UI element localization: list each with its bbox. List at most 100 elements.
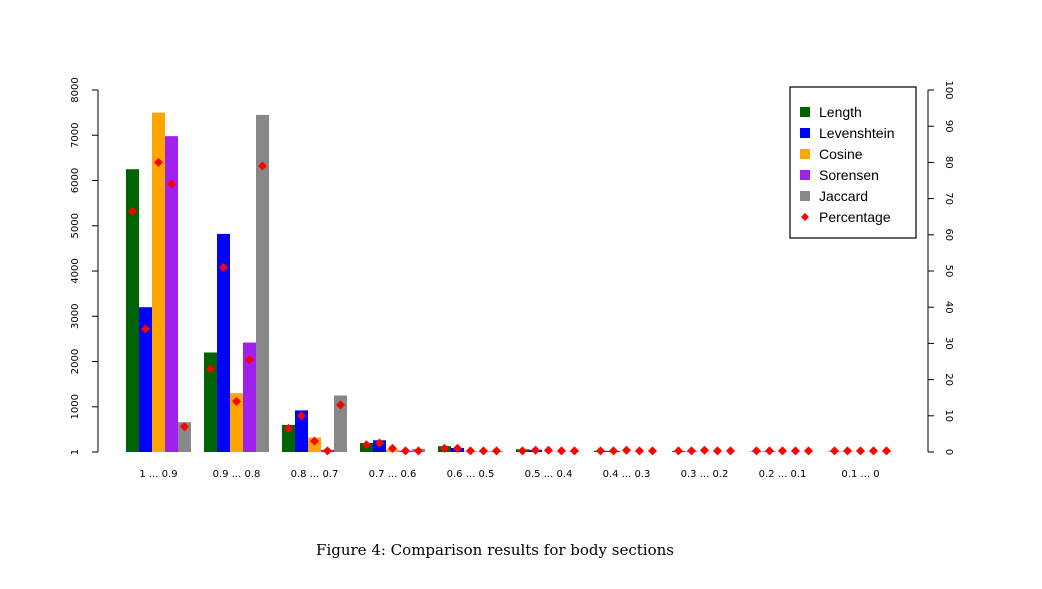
percentage-point xyxy=(869,446,878,456)
right-y-axis: 0 10 20 30 40 50 60 70 80 90 100 xyxy=(927,80,954,455)
x-axis-labels: 1 ... 0.9 0.9 ... 0.8 0.8 ... 0.7 0.7 ... 0… xyxy=(139,469,879,480)
percentage-point xyxy=(219,262,228,272)
left-tick-label: 2000 xyxy=(70,349,81,374)
percentage-point xyxy=(830,446,839,456)
legend-label: Length xyxy=(819,104,862,120)
right-tick-label: 50 xyxy=(943,265,954,278)
percentage-point xyxy=(648,446,657,456)
percentage-point xyxy=(206,364,215,374)
bar xyxy=(152,112,165,452)
legend-label: Levenshtein xyxy=(819,125,895,141)
percentage-point xyxy=(518,446,527,456)
bar xyxy=(165,136,178,452)
right-tick-label: 100 xyxy=(943,80,954,99)
percentage-point xyxy=(765,446,774,456)
x-category-label: 0.8 ... 0.7 xyxy=(291,469,339,480)
legend-label: Percentage xyxy=(819,209,891,225)
left-tick-label: 1000 xyxy=(70,394,81,419)
percentage-point xyxy=(687,446,696,456)
legend-label: Cosine xyxy=(819,146,863,162)
percentage-point xyxy=(310,436,319,446)
percentage-point xyxy=(713,446,722,456)
right-tick-label: 40 xyxy=(943,301,954,314)
legend-swatch xyxy=(800,149,810,159)
percentage-point xyxy=(466,446,475,456)
left-tick-label: 4000 xyxy=(70,258,81,283)
percentage-point xyxy=(544,445,553,455)
bar xyxy=(204,352,217,452)
x-category-label: 0.9 ... 0.8 xyxy=(213,469,261,480)
legend-swatch xyxy=(800,128,810,138)
x-category-label: 0.5 ... 0.4 xyxy=(525,469,573,480)
percentage-point xyxy=(284,423,293,433)
percentage-point xyxy=(414,446,423,456)
right-tick-label: 90 xyxy=(943,120,954,133)
bar xyxy=(126,169,139,453)
legend: Length Levenshtein Cosine Sorensen Jaccard Pe… xyxy=(789,86,917,239)
legend-swatch xyxy=(800,170,810,180)
percentage-point xyxy=(453,443,462,453)
percentage-point xyxy=(128,206,137,216)
percentage-point xyxy=(180,422,189,432)
legend-swatch xyxy=(801,213,809,221)
percentage-point xyxy=(362,440,371,450)
bar xyxy=(139,307,152,452)
percentage-point xyxy=(700,445,709,455)
percentage-point xyxy=(596,446,605,456)
percentage-point xyxy=(609,446,618,456)
legend-label: Sorensen xyxy=(819,167,879,183)
percentage-point xyxy=(232,396,241,406)
percentage-point xyxy=(674,446,683,456)
percentage-point xyxy=(791,446,800,456)
x-category-label: 1 ... 0.9 xyxy=(139,469,177,480)
legend-swatch xyxy=(800,107,810,117)
right-tick-label: 60 xyxy=(943,228,954,241)
percentage-point xyxy=(141,324,150,334)
percentage-point xyxy=(375,438,384,448)
x-category-label: 0.1 ... 0 xyxy=(841,469,879,480)
left-tick-label: 1 xyxy=(70,449,81,455)
bar xyxy=(217,233,230,452)
percentage-point xyxy=(557,446,566,456)
bar xyxy=(295,410,308,452)
percentage-point xyxy=(882,446,891,456)
legend-swatch xyxy=(800,191,810,201)
right-tick-label: 70 xyxy=(943,192,954,205)
percentage-point xyxy=(726,446,735,456)
legend-label: Jaccard xyxy=(819,188,868,204)
left-tick-label: 7000 xyxy=(70,123,81,148)
bar xyxy=(243,342,256,452)
percentage-point xyxy=(752,446,761,456)
x-category-label: 0.6 ... 0.5 xyxy=(447,469,495,480)
percentage-point xyxy=(388,443,397,453)
percentage-point xyxy=(245,355,254,365)
x-category-label: 0.7 ... 0.6 xyxy=(369,469,417,480)
percentage-point xyxy=(804,446,813,456)
percentage-point xyxy=(167,179,176,189)
percentage-point xyxy=(297,411,306,421)
x-category-label: 0.3 ... 0.2 xyxy=(681,469,729,480)
percentage-point xyxy=(336,400,345,410)
left-tick-label: 3000 xyxy=(70,304,81,329)
percentage-point xyxy=(479,446,488,456)
percentage-point xyxy=(531,445,540,455)
percentage-point xyxy=(492,446,501,456)
percentage-point xyxy=(843,446,852,456)
percentage-point xyxy=(635,446,644,456)
percentage-point xyxy=(323,446,332,456)
right-tick-label: 0 xyxy=(943,449,954,455)
percentage-point xyxy=(570,446,579,456)
left-y-axis: 1 1000 2000 3000 4000 5000 6000 7000 8000 xyxy=(70,77,99,455)
percentage-point xyxy=(154,157,163,167)
bar xyxy=(334,395,347,452)
percentage-point xyxy=(440,443,449,453)
x-category-label: 0.2 ... 0.1 xyxy=(759,469,807,480)
legend-box xyxy=(789,86,917,239)
percentage-point xyxy=(622,445,631,455)
bar xyxy=(230,393,243,452)
percentage-point xyxy=(258,161,267,171)
bar xyxy=(256,114,269,452)
right-tick-label: 80 xyxy=(943,156,954,169)
bars-layer xyxy=(126,112,893,453)
